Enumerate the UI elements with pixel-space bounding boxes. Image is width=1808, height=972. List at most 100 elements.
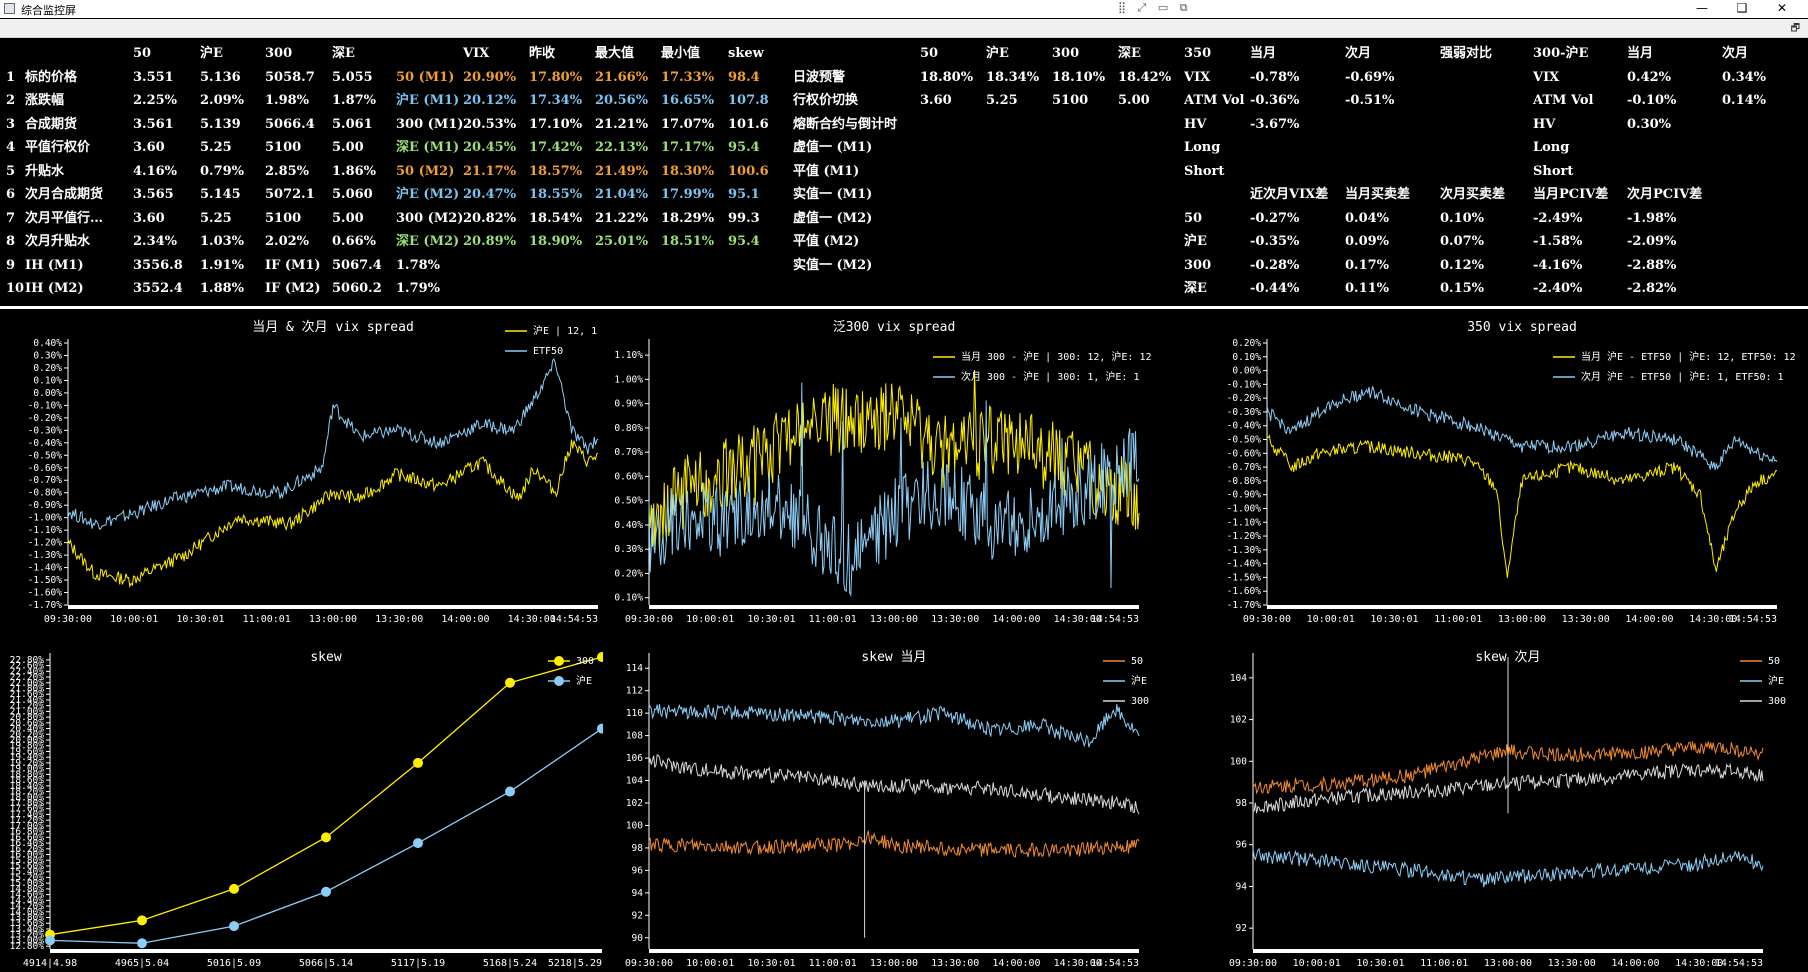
y-tick-label: 20.80%	[10, 712, 45, 723]
y-tick-label: -0.90%	[28, 500, 63, 511]
vix-skew: 100.6	[728, 163, 769, 179]
x-tick-label: 09:30:00	[1243, 614, 1291, 625]
strength-value: -0.36%	[1250, 93, 1300, 108]
x-tick-label: 5066|5.14	[299, 958, 353, 969]
vix-skew: 99.3	[728, 210, 760, 226]
y-tick-label: -1.20%	[1227, 531, 1262, 542]
vix-header: 最大值	[595, 46, 635, 61]
strength-header: 次月	[1722, 46, 1749, 61]
y-tick-label: -0.60%	[28, 463, 63, 474]
restore-icon[interactable]: 🗗	[1790, 23, 1800, 34]
divider	[0, 306, 1808, 309]
y-tick-label: 16.20%	[10, 844, 45, 855]
diff-value: -2.49%	[1533, 210, 1583, 226]
y-tick-label: 21.20%	[10, 701, 45, 712]
x-tick-label: 13:30:00	[1548, 958, 1596, 969]
vix-prev: 18.55%	[529, 187, 583, 202]
y-tick-label: 14.40%	[10, 895, 45, 906]
x-axis	[50, 949, 602, 953]
y-tick-label: -1.50%	[28, 575, 63, 586]
x-tick-label: 5117|5.19	[391, 958, 445, 969]
y-tick-label: -1.60%	[28, 588, 63, 599]
y-tick-label: -1.00%	[28, 513, 63, 524]
row-number: 10	[6, 281, 25, 296]
y-tick-label: 19.20%	[10, 758, 45, 769]
table-cell: 2.25%	[133, 93, 178, 108]
maximize-button[interactable]: ❑	[1736, 1, 1748, 15]
x-tick-label: 10:00:01	[110, 614, 158, 625]
y-tick-label: 22.40%	[10, 666, 45, 677]
toolbar-icons[interactable]: ⣿ ⤢ ▭ ⧉	[1118, 1, 1192, 14]
y-tick-label: 17.00%	[10, 821, 45, 832]
y-tick-label: -0.70%	[28, 475, 63, 486]
y-tick-label: 1.10%	[614, 350, 643, 361]
vix-row-name: 50 (M1)	[396, 69, 455, 85]
y-tick-label: 15.20%	[10, 872, 45, 883]
vix-row-name: 深E (M2)	[396, 234, 460, 249]
legend-marker	[554, 676, 564, 686]
table-cell: 0.79%	[200, 163, 245, 179]
vix-row-name: 沪E (M1)	[396, 93, 460, 108]
y-tick-label: 0.10%	[33, 375, 62, 386]
y-tick-label: 21.40%	[10, 695, 45, 706]
vix-prev: 18.54%	[529, 210, 583, 226]
x-axis	[649, 949, 1139, 953]
table-cell: 3.551	[133, 69, 174, 85]
strength-label: Long	[1184, 140, 1221, 155]
x-tick-label: 10:30:01	[176, 614, 224, 625]
minimize-button[interactable]: —	[1696, 1, 1708, 15]
charts-area: 当月 & 次月 vix spread 0.40% 0.30% 0.20% 0.10% 0.…	[0, 309, 1808, 972]
y-tick-label: 19.00%	[10, 764, 45, 775]
vix-row-name: 300 (M1)	[396, 116, 464, 132]
diff-label: 50	[1184, 210, 1203, 226]
x-tick-label: 14:00:00	[1611, 958, 1659, 969]
vix-min: 18.51%	[661, 234, 715, 249]
y-tick-label: 0.00%	[33, 388, 62, 399]
y-tick-label: 20.20%	[10, 729, 45, 740]
alert-value: 3.60	[920, 93, 952, 108]
x-tick-label: 11:00:01	[809, 614, 857, 625]
diff-label: 沪E	[1184, 234, 1207, 249]
x-tick-label: 10:30:01	[747, 958, 795, 969]
vix-prev: 17.42%	[529, 140, 583, 155]
legend-label: 300	[576, 656, 594, 667]
row-label: 涨跌幅	[25, 93, 65, 108]
table-cell: 5066.4	[265, 116, 315, 132]
table-cell: 3556.8	[133, 257, 183, 273]
vix-prev: 18.57%	[529, 163, 583, 179]
strength-header: 强弱对比	[1440, 46, 1493, 61]
y-tick-label: 0.50%	[614, 496, 643, 507]
alert-label: 虚值一 (M2)	[793, 210, 873, 226]
alert-header: 深E	[1118, 46, 1141, 61]
alert-header: 300	[1052, 46, 1080, 61]
data-point	[137, 915, 147, 926]
chart-c3: 350 vix spread 0.20% 0.10% 0.00% -0.10% -0.20…	[1227, 320, 1796, 625]
table-cell: 1.79%	[396, 281, 441, 296]
y-tick-label: 104	[626, 776, 643, 787]
legend-label: 沪E	[1131, 674, 1147, 687]
y-tick-label: 22.20%	[10, 672, 45, 683]
legend-label: 50	[1768, 656, 1780, 667]
strength-header: 当月	[1627, 46, 1654, 61]
diff-value: 0.11%	[1345, 281, 1390, 296]
title-bar: 综合监控屏 ⣿ ⤢ ▭ ⧉ — ❑ ✕	[0, 0, 1808, 18]
diff-header: 近次月VIX差	[1250, 187, 1329, 202]
x-axis	[68, 605, 598, 609]
vix-value: 21.17%	[463, 163, 517, 179]
row-label: 合成期货	[25, 116, 78, 132]
data-point	[413, 838, 423, 849]
close-button[interactable]: ✕	[1776, 1, 1788, 15]
legend-label: ETF50	[533, 346, 563, 357]
x-tick-label: 13:00:00	[309, 614, 357, 625]
vix-header: 最小值	[661, 46, 701, 61]
y-tick-label: 21.00%	[10, 706, 45, 717]
x-tick-label: 13:30:00	[931, 958, 979, 969]
y-tick-label: 98	[1236, 798, 1248, 809]
legend-label: 沪E | 12, 1	[533, 324, 597, 337]
series-line	[648, 369, 1140, 551]
alert-value: 5.00	[1118, 93, 1150, 108]
y-tick-label: -1.20%	[28, 538, 63, 549]
x-tick-label: 13:00:00	[1498, 614, 1546, 625]
row-label: IH (M2)	[25, 281, 84, 296]
vix-skew: 95.1	[728, 187, 760, 202]
